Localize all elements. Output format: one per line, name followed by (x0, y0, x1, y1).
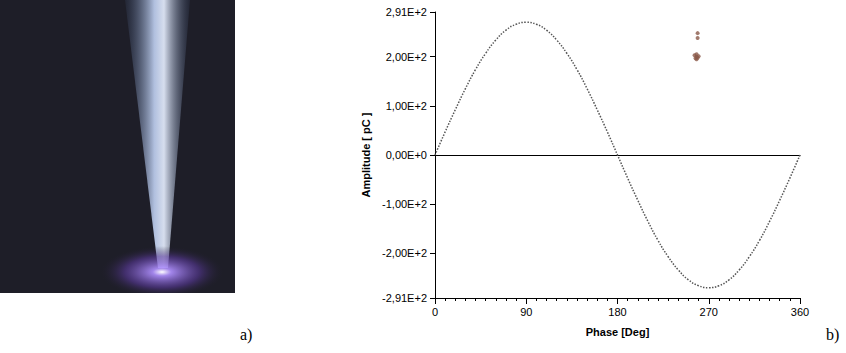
svg-text:-2,91E+2: -2,91E+2 (382, 292, 427, 304)
svg-text:2,91E+2: 2,91E+2 (386, 6, 427, 18)
svg-text:0: 0 (432, 306, 438, 318)
svg-text:-1,00E+2: -1,00E+2 (382, 198, 427, 210)
svg-text:-2,00E+2: -2,00E+2 (382, 247, 427, 259)
svg-text:2,00E+2: 2,00E+2 (386, 51, 427, 63)
svg-text:1,00E+2: 1,00E+2 (386, 100, 427, 112)
svg-text:Amplitude [ pC ]: Amplitude [ pC ] (360, 112, 372, 197)
html-text:a): a) (240, 326, 253, 343)
svg-text:360: 360 (791, 306, 809, 318)
svg-text:180: 180 (608, 306, 626, 318)
svg-text:90: 90 (520, 306, 532, 318)
svg-text:270: 270 (700, 306, 718, 318)
svg-text:Phase [Deg]: Phase [Deg] (586, 326, 650, 338)
html-text:b): b) (826, 326, 840, 343)
svg-text:0,00E+0: 0,00E+0 (386, 149, 427, 161)
